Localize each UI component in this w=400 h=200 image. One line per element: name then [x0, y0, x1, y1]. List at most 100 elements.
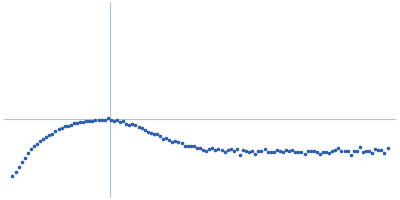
Point	[234, 147, 240, 151]
Point	[323, 150, 329, 153]
Point	[89, 119, 96, 123]
Point	[280, 150, 286, 154]
Point	[18, 160, 25, 163]
Point	[62, 124, 68, 128]
Point	[326, 151, 332, 154]
Point	[55, 128, 62, 131]
Point	[31, 145, 37, 148]
Point	[289, 148, 296, 151]
Point	[203, 149, 209, 152]
Point	[369, 152, 375, 155]
Point	[320, 150, 326, 153]
Point	[132, 124, 139, 127]
Point	[126, 123, 132, 126]
Point	[240, 148, 246, 152]
Point	[264, 150, 271, 154]
Point	[135, 125, 142, 128]
Point	[206, 147, 212, 150]
Point	[172, 140, 179, 143]
Point	[375, 148, 382, 151]
Point	[188, 144, 194, 148]
Point	[184, 144, 191, 147]
Point	[151, 132, 157, 136]
Point	[292, 151, 298, 154]
Point	[332, 149, 338, 152]
Point	[83, 120, 90, 123]
Point	[304, 149, 311, 152]
Point	[221, 150, 228, 153]
Point	[37, 140, 43, 143]
Point	[314, 150, 320, 153]
Point	[384, 147, 391, 150]
Point	[310, 150, 317, 153]
Point	[354, 149, 360, 153]
Point	[258, 149, 265, 152]
Point	[25, 152, 31, 155]
Point	[218, 149, 225, 152]
Point	[268, 151, 274, 154]
Point	[209, 147, 216, 150]
Point	[80, 121, 86, 124]
Point	[12, 170, 19, 174]
Point	[68, 123, 74, 127]
Point	[138, 127, 145, 130]
Point	[335, 146, 342, 149]
Point	[49, 132, 56, 135]
Point	[357, 145, 363, 148]
Point	[224, 149, 231, 152]
Point	[252, 152, 258, 156]
Point	[120, 120, 126, 123]
Point	[243, 149, 249, 153]
Point	[157, 134, 163, 137]
Point	[16, 166, 22, 169]
Point	[129, 123, 136, 126]
Point	[92, 118, 99, 121]
Point	[43, 136, 50, 139]
Point	[381, 151, 388, 155]
Point	[317, 152, 323, 155]
Point	[160, 137, 166, 141]
Point	[163, 137, 169, 140]
Point	[249, 149, 256, 153]
Point	[114, 118, 120, 121]
Point	[246, 150, 252, 153]
Point	[372, 147, 378, 151]
Point	[74, 121, 80, 124]
Point	[215, 148, 222, 151]
Point	[40, 138, 46, 141]
Point	[378, 148, 384, 151]
Point	[104, 116, 111, 120]
Point	[277, 149, 283, 152]
Point	[9, 174, 16, 178]
Point	[191, 144, 197, 147]
Point	[270, 150, 277, 154]
Point	[178, 141, 185, 144]
Point	[98, 118, 105, 121]
Point	[102, 118, 108, 121]
Point	[286, 149, 292, 153]
Point	[144, 131, 151, 134]
Point	[194, 147, 200, 150]
Point	[182, 144, 188, 147]
Point	[34, 142, 40, 145]
Point	[344, 150, 351, 153]
Point	[86, 119, 92, 122]
Point	[338, 149, 345, 152]
Point	[212, 149, 218, 152]
Point	[175, 140, 182, 143]
Point	[169, 140, 176, 143]
Point	[274, 148, 280, 151]
Point	[255, 150, 262, 153]
Point	[360, 150, 366, 153]
Point	[298, 150, 305, 153]
Point	[166, 139, 172, 142]
Point	[148, 131, 154, 134]
Point	[154, 132, 160, 135]
Point	[123, 123, 130, 126]
Point	[52, 130, 59, 133]
Point	[366, 150, 372, 153]
Point	[95, 119, 102, 122]
Point	[77, 120, 83, 124]
Point	[341, 149, 348, 152]
Point	[329, 150, 336, 153]
